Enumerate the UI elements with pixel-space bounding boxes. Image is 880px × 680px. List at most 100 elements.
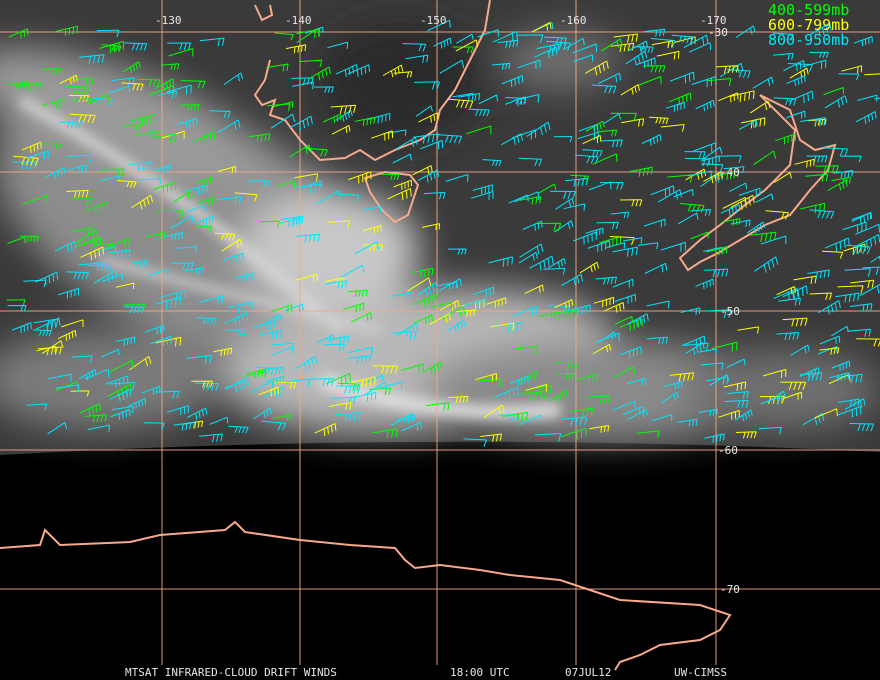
wind-barb [98, 168, 125, 178]
wind-barb [587, 240, 611, 253]
wind-barb [737, 326, 760, 334]
wind-barb [129, 260, 149, 268]
wind-barb [84, 414, 107, 423]
wind-barb [402, 43, 427, 52]
wind-barb [261, 420, 287, 431]
wind-barb [285, 44, 307, 54]
wind-barb [253, 320, 276, 331]
wind-barb [72, 97, 92, 105]
wind-barb [66, 164, 87, 174]
wind-barb [698, 348, 718, 355]
wind-barb [722, 218, 741, 226]
wind-barb [644, 262, 668, 274]
wind-barb [427, 19, 451, 32]
wind-barb [711, 341, 738, 352]
wind-barb [612, 400, 636, 411]
wind-barbs [6, 19, 880, 447]
wind-barb [180, 104, 200, 111]
wind-barb [266, 63, 289, 72]
wind-barb [727, 391, 749, 399]
wind-barb [486, 297, 507, 308]
wind-barb [115, 336, 136, 346]
wind-barb [309, 66, 331, 81]
wind-barb [835, 292, 860, 303]
wind-barb [519, 196, 542, 205]
wind-barb [354, 241, 380, 255]
wind-barb [184, 267, 205, 276]
wind-barb [613, 33, 639, 43]
wind-barb [217, 119, 241, 134]
wind-barb [684, 151, 706, 159]
wind-barb [405, 54, 429, 63]
wind-barb [157, 90, 177, 98]
wind-barb [591, 84, 617, 94]
wind-barb [256, 329, 282, 340]
wind-barb [688, 42, 712, 53]
wind-barb [822, 147, 849, 157]
footer-date: 07JUL12 [565, 666, 611, 679]
wind-barb [501, 75, 524, 88]
wind-barb [12, 160, 38, 170]
wind-barb [595, 276, 617, 285]
wind-barb [466, 125, 492, 135]
wind-barb [314, 423, 337, 436]
wind-barb [26, 403, 48, 411]
wind-barb [387, 129, 407, 136]
wind-barb [46, 167, 66, 179]
wind-barb [717, 155, 742, 164]
wind-barb [155, 336, 182, 347]
wind-barb [291, 77, 314, 85]
wind-barb [175, 246, 198, 254]
wind-barb [47, 421, 68, 435]
wind-barb [851, 211, 873, 225]
wind-barb [543, 36, 567, 45]
wind-barb [650, 185, 675, 197]
wind-barb [335, 64, 358, 77]
wind-barb [326, 335, 349, 345]
wind-barb [483, 404, 505, 418]
wind-barb [106, 238, 130, 248]
wind-barb [130, 194, 154, 210]
wind-barb [292, 81, 314, 90]
wind-barb [857, 94, 878, 102]
wind-barb [253, 407, 272, 420]
wind-barb [152, 181, 176, 194]
wind-barb [626, 313, 649, 327]
wind-barb [582, 149, 603, 157]
wind-barb [691, 76, 717, 88]
wind-barb [79, 403, 101, 416]
wind-barb [382, 64, 404, 78]
wind-barb [70, 390, 90, 397]
wind-barb [423, 191, 446, 200]
wind-barb [161, 290, 187, 301]
wind-barb [328, 402, 352, 411]
wind-barb [619, 318, 643, 331]
wind-barb [193, 225, 213, 233]
wind-barb [234, 192, 258, 202]
wind-barb [782, 317, 808, 327]
wind-barb [108, 249, 131, 259]
wind-barb [772, 52, 794, 61]
wind-barb [368, 112, 391, 124]
wind-barb [668, 92, 692, 106]
wind-barb [718, 170, 739, 180]
wind-barb [347, 64, 370, 77]
wind-barb [781, 391, 803, 400]
wind-barb [371, 130, 393, 141]
wind-barb [7, 236, 26, 244]
wind-barb [337, 193, 360, 202]
wind-barb [623, 405, 645, 415]
wind-barb [837, 285, 864, 294]
wind-barb [41, 98, 66, 109]
wind-barb [214, 232, 236, 241]
wind-barb [573, 54, 594, 62]
wind-barb [448, 248, 467, 255]
footer-time: 18:00 UTC [450, 666, 510, 679]
wind-barb [567, 304, 591, 316]
wind-barb [799, 372, 823, 381]
wind-barb [463, 438, 487, 447]
wind-barb [851, 212, 872, 221]
wind-barb [267, 103, 291, 112]
latitude-label: -50 [720, 305, 740, 318]
wind-barb [598, 72, 621, 84]
